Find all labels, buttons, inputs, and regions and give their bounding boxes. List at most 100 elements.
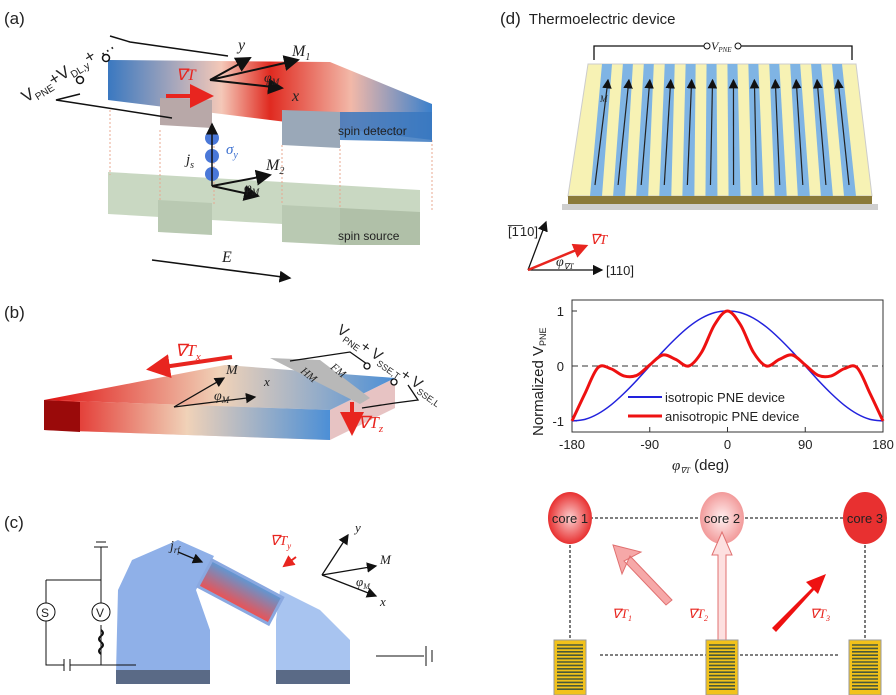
voltage-wires [55, 35, 229, 119]
device-stripe [769, 64, 787, 196]
right-electrode [276, 590, 350, 672]
grad-t3-arrow [772, 574, 826, 632]
electric-field-arrow [151, 259, 292, 283]
source-symbol: S [41, 606, 49, 620]
grad-t-arrow [527, 243, 589, 272]
terminal-icon [734, 42, 742, 50]
thermoelectric-module [553, 639, 587, 695]
magnetization-arrow [640, 78, 654, 186]
y-tick-label: -1 [552, 414, 564, 429]
magnetic-bar [195, 557, 285, 627]
cores-panel: core 1 core 2 core 3 ∇T1 ∇T2 ∇T3 [548, 492, 887, 695]
dir2-label: [110] [606, 263, 634, 278]
phi-label: φ∇T [556, 255, 574, 271]
device-stripe [636, 64, 654, 196]
magnetization-arrow [686, 78, 697, 186]
grad-t3-label: ∇T3 [810, 606, 830, 623]
y-axis-label: y [236, 37, 246, 54]
x-direction-arrow [173, 392, 257, 408]
dir1-arrow [527, 220, 548, 271]
legend: isotropic PNE device anisotropic PNE dev… [628, 390, 799, 424]
x-tick-label: 180 [872, 437, 894, 452]
magnetization-arrow [791, 78, 804, 186]
grad-t1-arrow [612, 544, 673, 606]
core-2-node [700, 492, 744, 544]
grad-t1-label: ∇T1 [612, 606, 632, 623]
m1-arrow [209, 55, 300, 81]
device-stripe [790, 64, 810, 196]
y-axis-arrow [321, 533, 349, 576]
jrf-label: jrf [168, 539, 181, 555]
panel-d-title: (d) Thermoelectric device [500, 9, 676, 28]
magnetization-arrow [749, 78, 760, 186]
magnetization-arrow [594, 78, 612, 186]
grad-tx-label: ∇Tx [175, 341, 201, 363]
voltage-wires [289, 351, 420, 409]
voltmeter-symbol: V [96, 606, 104, 620]
legend-isotropic: isotropic PNE device [665, 390, 785, 405]
panel-a: (a) spin source spin detector VPNE+VDL,y… [4, 9, 433, 283]
magnetization-arrow [813, 78, 827, 186]
series-anisotropic [570, 309, 885, 422]
m-label: M [225, 363, 239, 378]
m-arrow [173, 377, 226, 408]
jrf-arrow [177, 551, 204, 564]
pne-chart: -180 -90 0 90 180 -1 0 1 isotropic PNE device a… [530, 299, 894, 475]
x-axis-label: x [291, 88, 299, 105]
x-tick-label: 90 [798, 437, 812, 452]
grad-ty-label: ∇Ty [270, 534, 291, 551]
x-axis-label: x [379, 594, 386, 609]
device-stripe [659, 64, 675, 196]
device-stripe [811, 64, 833, 196]
m-label: M [379, 552, 392, 567]
device-stripes [590, 64, 856, 196]
js-label: js [184, 152, 194, 171]
core-2-label: core 2 [704, 511, 740, 526]
x-tick-label: -180 [559, 437, 585, 452]
m2-arrow [211, 169, 272, 187]
magnetization-arrow [617, 78, 633, 186]
grad-t-label: ∇T [590, 233, 608, 248]
m-arrow [321, 562, 378, 576]
spin-source-layer: spin source [108, 172, 420, 245]
x-axis-arrow [209, 78, 284, 95]
left-electrode [116, 540, 214, 672]
device-stripe [590, 64, 612, 196]
core-3-node [843, 492, 887, 544]
core-1-node [548, 492, 592, 544]
grad-tz-label: ∇Tz [358, 413, 384, 435]
y-axis-title: Normalized VPNE [530, 327, 548, 436]
x-axis-arrow-lower [211, 185, 260, 201]
panel-d: (d) Thermoelectric device VPNE M [̅1̅ 10]… [500, 9, 878, 278]
m-label: M [599, 94, 608, 104]
spin-detector-label: spin detector [338, 124, 407, 138]
m2-label: M2 [265, 157, 284, 177]
spin-source-label: spin source [338, 229, 400, 243]
grad-t2-label: ∇T2 [688, 606, 708, 623]
x-tick-label: -90 [640, 437, 659, 452]
magnetization-arrow [770, 78, 781, 186]
terminal-icon [703, 42, 711, 50]
device-stripe [682, 64, 696, 196]
panel-c: (c) jrf ∇Ty y M x φM S V [4, 513, 433, 684]
vpne-wire [593, 45, 853, 60]
vpne-label: VPNE [711, 39, 732, 54]
grad-arrows [612, 530, 826, 641]
device-stripe [613, 64, 633, 196]
magnetization-arrow [707, 78, 718, 186]
panel-b-label: (b) [4, 303, 25, 322]
magnetization-arrow [834, 78, 850, 186]
x-axis-label: x [263, 374, 270, 389]
core-3-label: core 3 [847, 511, 883, 526]
hm-layer [270, 358, 370, 404]
grad-tx-arrow [146, 354, 233, 378]
terminal-icon [75, 75, 85, 85]
terminal-icon [101, 53, 111, 63]
phi-label: φM [356, 574, 371, 591]
x-axis-arrow [321, 574, 378, 598]
panel-c-label: (c) [4, 513, 24, 532]
grad-t-label: ∇T [176, 67, 197, 84]
panel-b: (b) HM FM x ∇Tx M φM ∇Tz VPNE+ VSSE,T+ V… [4, 303, 441, 440]
thermoelectric-module [705, 639, 739, 695]
panel-a-label: (a) [4, 9, 25, 28]
